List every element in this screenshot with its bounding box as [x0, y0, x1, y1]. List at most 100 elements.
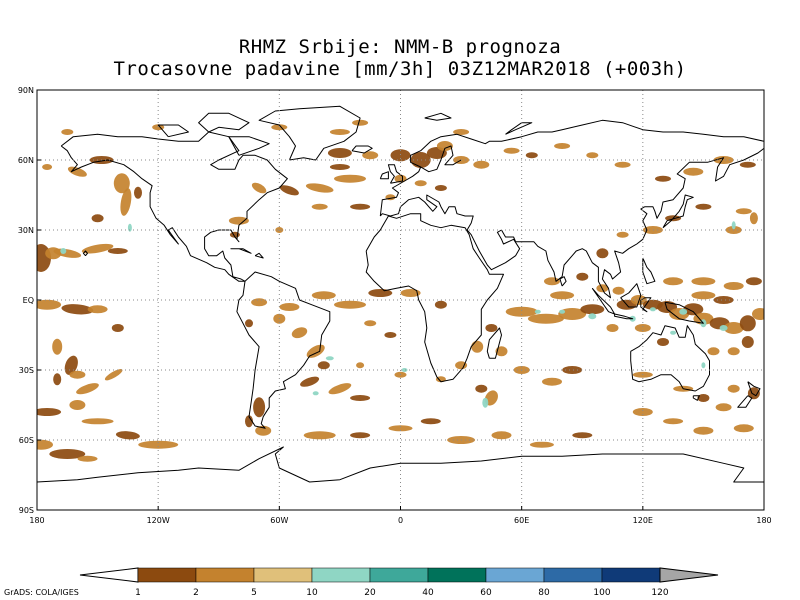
- precip-blob: [691, 291, 716, 300]
- colorbar-level-label: 10: [306, 588, 318, 598]
- precip-blob: [91, 214, 104, 223]
- precip-core: [60, 248, 67, 254]
- precip-blob: [279, 303, 300, 311]
- precip-blob: [64, 355, 78, 375]
- precip-blob: [525, 152, 538, 159]
- precip-blob: [485, 324, 498, 332]
- precip-core: [559, 309, 566, 314]
- coastline: [620, 283, 642, 308]
- precip-blob: [120, 188, 132, 216]
- coastline: [505, 122, 533, 135]
- precip-blob: [723, 322, 744, 334]
- precip-blob: [107, 248, 128, 254]
- coastlines-layer: [37, 105, 764, 483]
- precip-blob: [434, 300, 447, 309]
- precip-blob: [245, 415, 253, 428]
- precip-blob: [37, 439, 53, 450]
- precip-core: [649, 307, 656, 312]
- coastline: [60, 131, 288, 282]
- lon-tick-label: 180: [756, 516, 771, 525]
- precip-core: [534, 309, 541, 314]
- precip-blob: [410, 152, 431, 168]
- precip-blob: [384, 332, 397, 338]
- coastline: [236, 271, 331, 429]
- precip-blob: [81, 418, 114, 425]
- precip-blob: [228, 216, 249, 225]
- precip-blob: [37, 299, 62, 310]
- coastline: [351, 145, 373, 154]
- colorbar-swatch: [543, 567, 603, 583]
- precip-blob: [741, 336, 754, 348]
- precip-blob: [475, 384, 488, 393]
- precip-blob: [739, 315, 756, 332]
- colorbar-swatch: [253, 567, 313, 583]
- precip-blob: [303, 431, 336, 440]
- precip-blob: [362, 151, 379, 160]
- coastline: [198, 112, 250, 133]
- precip-blob: [305, 183, 334, 193]
- colorbar-level-label: 5: [251, 588, 257, 598]
- precip-blob: [691, 277, 716, 286]
- precip-blob: [727, 347, 740, 356]
- precip-blob: [111, 324, 124, 332]
- precip-blob: [642, 226, 663, 234]
- lon-tick-label: 120E: [633, 516, 653, 525]
- colorbar-swatch: [195, 567, 255, 583]
- precip-core: [482, 397, 489, 408]
- coastline: [365, 213, 504, 383]
- precip-blob: [368, 289, 393, 297]
- precip-blob: [544, 277, 560, 286]
- map-title: RHMZ Srbije: NMM-B prognoza: [238, 36, 562, 58]
- colorbar: 1 2 5 10 20 40 60 80 100 120: [79, 567, 719, 598]
- credit-text: GrADS: COLA/IGES: [4, 588, 79, 597]
- precip-blob: [663, 277, 684, 286]
- precip-blob: [53, 373, 62, 386]
- coastline: [258, 105, 361, 161]
- precip-core: [670, 330, 677, 335]
- map-subtitle: Trocasovne padavine [mm/3h] 03Z12MAR2018…: [113, 58, 687, 80]
- lat-tick-label: 60N: [18, 156, 34, 165]
- precip-blob: [655, 175, 671, 182]
- precip-blob: [634, 324, 651, 332]
- precip-core: [701, 362, 706, 369]
- precip-blob: [61, 304, 94, 315]
- precip-core: [731, 221, 736, 230]
- precip-blob: [542, 377, 562, 386]
- coastline: [486, 327, 502, 359]
- lat-tick-label: 30S: [19, 366, 34, 375]
- precip-blob: [616, 231, 629, 238]
- precip-blob: [529, 441, 554, 448]
- precip-blob: [683, 167, 704, 176]
- precip-blob: [271, 124, 288, 131]
- precip-blob: [713, 296, 734, 304]
- precip-blob: [713, 156, 734, 164]
- precip-blob: [245, 319, 253, 328]
- precip-blob: [723, 282, 744, 290]
- lon-tick-label: 180: [29, 516, 44, 525]
- lon-tick-label: 60E: [514, 516, 529, 525]
- precip-blob: [733, 424, 754, 433]
- precip-blob: [697, 394, 710, 402]
- lon-tick-label: 60W: [270, 516, 288, 525]
- precip-blob: [279, 185, 299, 196]
- coastline: [630, 325, 710, 392]
- precip-blob: [134, 186, 142, 199]
- precip-blob: [503, 147, 520, 154]
- precip-core: [127, 223, 132, 232]
- precip-blob: [356, 362, 365, 369]
- precip-blob: [251, 182, 267, 194]
- precip-blob: [420, 418, 441, 425]
- precip-blob: [352, 119, 369, 126]
- precip-blob: [334, 300, 366, 309]
- precip-blob: [364, 320, 377, 327]
- colorbar-level-label: 60: [480, 588, 492, 598]
- precip-blob: [37, 244, 51, 272]
- precip-blob: [436, 141, 453, 151]
- coastline: [640, 297, 652, 313]
- precip-blob: [614, 161, 631, 168]
- precip-core: [325, 356, 334, 361]
- precip-blob: [612, 286, 625, 295]
- coastline: [254, 252, 264, 259]
- lat-tick-label: EQ: [23, 296, 34, 305]
- coastline: [664, 301, 704, 324]
